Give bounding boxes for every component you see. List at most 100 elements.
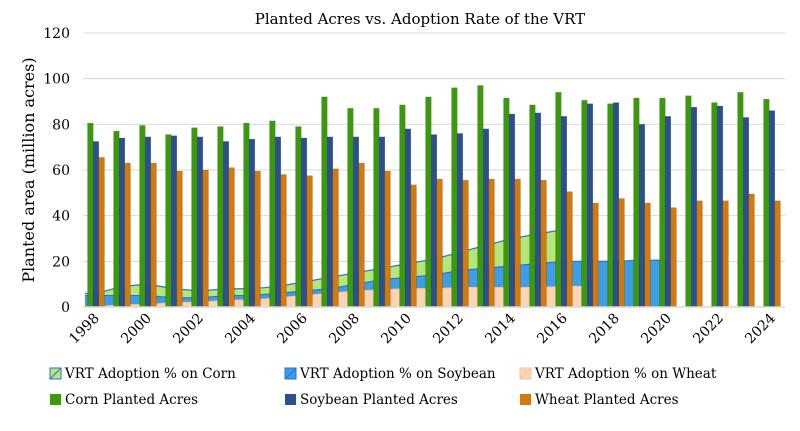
x-tick-label: 2014 [482, 310, 519, 347]
bar-soybean-2006 [300, 137, 308, 308]
bar-corn-2024 [763, 98, 770, 308]
bar-corn-2018 [607, 103, 614, 308]
legend-swatch-edge [519, 367, 532, 380]
bar-wheat-2009 [384, 170, 391, 308]
legend-label: VRT Adoption % on Corn [64, 366, 236, 382]
bar-soybean-2021 [690, 106, 698, 308]
y-tick-label: 0 [61, 300, 70, 316]
bar-wheat-2018 [618, 198, 625, 308]
bar-wheat-2019 [644, 202, 651, 308]
bar-soybean-2015 [534, 112, 542, 308]
y-tick-label: 100 [43, 72, 70, 88]
bar-soybean-2017 [586, 103, 594, 308]
bar-corn-2020 [659, 97, 666, 308]
x-tick-label: 2022 [690, 311, 727, 348]
bar-corn-2013 [477, 85, 484, 308]
bar-wheat-2002 [202, 169, 209, 308]
bar-soybean-2012 [456, 133, 464, 308]
chart-title: Planted Acres vs. Adoption Rate of the V… [255, 10, 585, 28]
bar-corn-2008 [347, 108, 354, 308]
bar-wheat-2006 [306, 175, 313, 308]
bar-soybean-1998 [92, 141, 100, 308]
bar-soybean-2010 [404, 128, 412, 308]
bar-soybean-2001 [170, 135, 178, 308]
bar-soybean-2023 [742, 117, 750, 308]
legend-item: Soybean Planted Acres [285, 392, 458, 408]
bar-soybean-2011 [430, 134, 438, 308]
legend-item: VRT Adoption % on Wheat [519, 366, 717, 382]
x-tick-label: 1998 [66, 311, 103, 348]
bar-soybean-2003 [222, 141, 230, 308]
bar-soybean-2024 [768, 110, 776, 308]
x-tick-label: 2020 [638, 311, 675, 348]
bar-wheat-2004 [254, 170, 261, 308]
x-tick-label: 2024 [742, 310, 779, 347]
bar-soybean-2013 [482, 128, 490, 308]
bar-corn-2009 [373, 108, 380, 308]
bar-corn-2000 [139, 125, 146, 308]
legend-item: Corn Planted Acres [50, 392, 198, 408]
bar-soybean-2019 [638, 124, 646, 308]
bar-wheat-2021 [696, 200, 703, 308]
x-tick-label: 2012 [430, 311, 467, 348]
bar-wheat-2007 [332, 168, 339, 308]
bar-corn-2021 [685, 95, 692, 308]
y-tick-label: 40 [52, 209, 70, 225]
bar-wheat-2022 [722, 200, 729, 308]
x-tick-label: 2004 [222, 310, 259, 347]
legend-item: VRT Adoption % on Soybean [284, 366, 496, 382]
bar-corn-2006 [295, 126, 302, 308]
bar-wheat-1998 [98, 157, 105, 308]
x-tick-label: 2006 [274, 310, 311, 347]
legend-label: VRT Adoption % on Wheat [534, 366, 717, 382]
bar-corn-1998 [87, 122, 94, 308]
y-tick-label: 60 [52, 163, 70, 179]
bar-wheat-2016 [566, 191, 573, 308]
bar-wheat-2013 [488, 178, 495, 308]
bar-wheat-2008 [358, 162, 365, 308]
y-axis-title: Planted area (million acres) [19, 57, 38, 282]
bar-corn-2016 [555, 92, 562, 308]
bar-corn-1999 [113, 130, 120, 308]
bar-soybean-1999 [118, 137, 126, 308]
legend-swatch [285, 394, 296, 405]
bar-wheat-2001 [176, 170, 183, 308]
bar-wheat-2023 [748, 193, 755, 308]
y-tick-label: 120 [43, 26, 70, 42]
legend-swatch-edge [49, 367, 62, 380]
legend-label: VRT Adoption % on Soybean [299, 366, 496, 382]
bar-soybean-2008 [352, 136, 360, 308]
bar-soybean-2014 [508, 113, 516, 308]
y-tick-label: 80 [52, 117, 70, 133]
bar-wheat-2012 [462, 180, 469, 308]
legend-swatch [520, 394, 531, 405]
bar-soybean-2022 [716, 105, 724, 308]
bar-soybean-2004 [248, 138, 256, 308]
x-tick-label: 2010 [378, 311, 415, 348]
x-tick-label: 2018 [586, 311, 623, 348]
bar-wheat-2015 [540, 180, 547, 308]
bar-soybean-2000 [144, 136, 152, 308]
bar-corn-2022 [711, 102, 718, 308]
bar-corn-2010 [399, 104, 406, 308]
legend-swatch [50, 394, 61, 405]
bar-soybean-2002 [196, 136, 204, 308]
x-tick-label: 2000 [118, 311, 155, 348]
y-tick-label: 20 [52, 254, 70, 270]
bar-wheat-2017 [592, 202, 599, 308]
bar-soybean-2016 [560, 116, 568, 308]
bar-corn-2007 [321, 96, 328, 308]
legend-swatch-edge [284, 367, 297, 380]
legend-label: Wheat Planted Acres [535, 392, 679, 408]
bar-corn-2019 [633, 97, 640, 308]
bar-soybean-2020 [664, 116, 672, 308]
bar-corn-2023 [737, 92, 744, 308]
bar-soybean-2018 [612, 102, 620, 308]
bar-wheat-2011 [436, 178, 443, 308]
bar-corn-2017 [581, 100, 588, 308]
bar-wheat-2005 [280, 174, 287, 308]
bar-corn-2003 [217, 126, 224, 308]
bar-corn-2004 [243, 122, 250, 308]
